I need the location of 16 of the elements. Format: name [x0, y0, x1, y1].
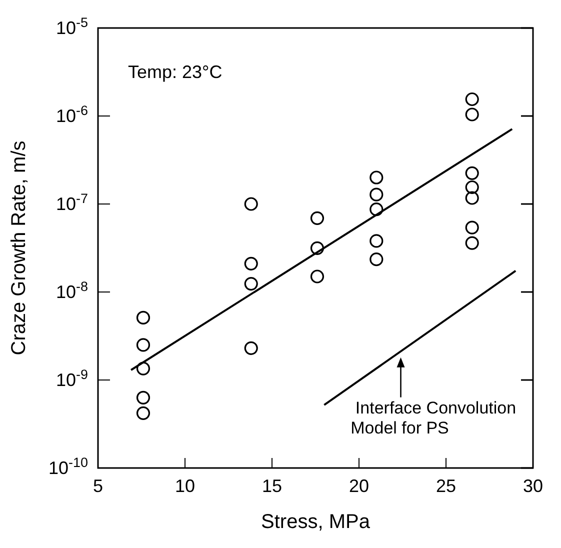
y-tick-label: 10$^{-5}$: [56, 14, 88, 38]
y-tick-label: 10$^{-7}$: [56, 190, 88, 214]
y-tick-label: 10$^{-8}$: [56, 278, 88, 302]
y-tick-label: 10$^{-9}$: [56, 366, 88, 390]
annotation: Temp: 23°C: [128, 62, 222, 82]
y-tick-label: 10$^{-6}$: [56, 102, 88, 126]
x-tick-label: 5: [92, 476, 104, 496]
annotation: Interface Convolution Model for PS: [350, 398, 516, 438]
y-tick-label: 10$^{-10}$: [48, 454, 88, 478]
x-axis-title: Stress, MPa: [261, 511, 371, 533]
x-tick-label: 15: [262, 476, 282, 496]
x-tick-label: 20: [348, 476, 370, 496]
x-tick-label: 30: [522, 476, 544, 496]
x-tick-label: 25: [436, 476, 456, 496]
x-tick-label: 10: [174, 476, 196, 496]
y-axis-title: Craze Growth Rate, m/s: [8, 140, 30, 356]
